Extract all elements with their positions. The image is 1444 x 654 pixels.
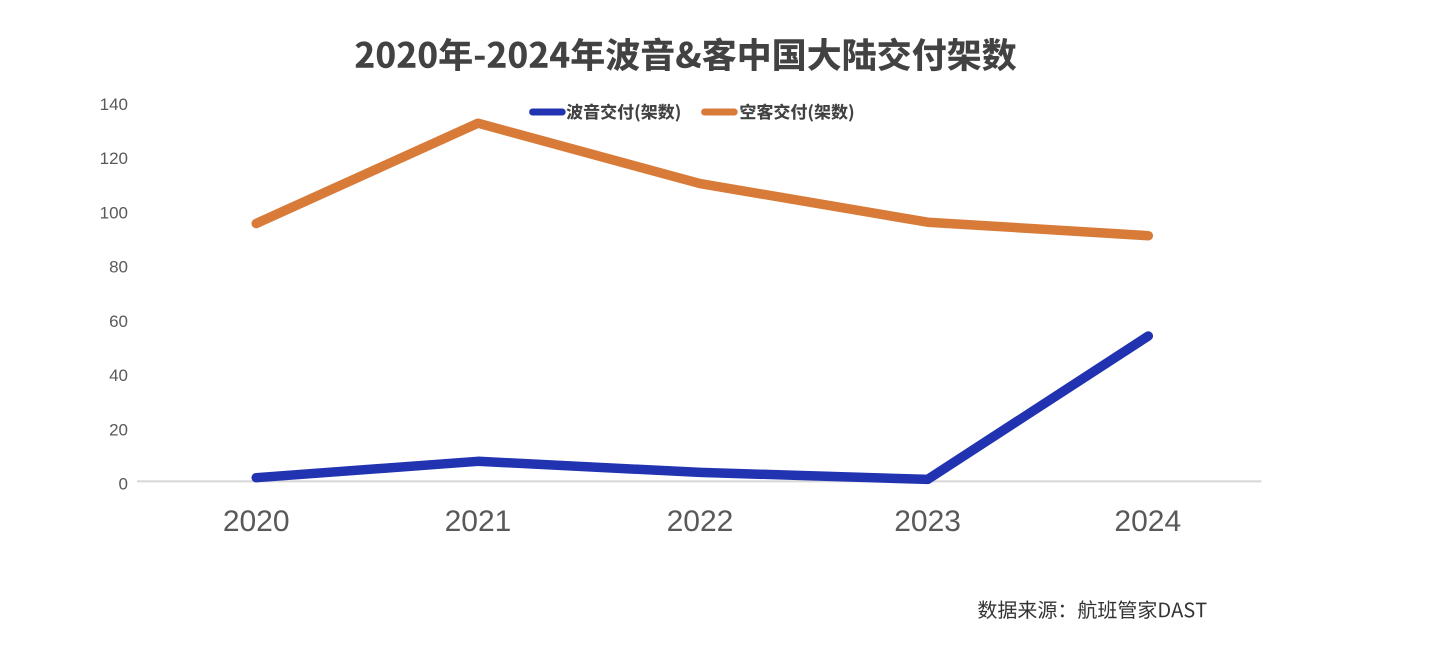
svg-text:2023: 2023	[894, 505, 961, 538]
svg-text:120: 120	[100, 149, 128, 168]
svg-text:2021: 2021	[445, 505, 512, 538]
svg-text:140: 140	[100, 95, 128, 114]
svg-text:2020: 2020	[223, 505, 290, 538]
svg-text:2024: 2024	[1114, 505, 1181, 538]
svg-text:60: 60	[109, 312, 128, 331]
svg-text:80: 80	[109, 258, 128, 277]
svg-text:0: 0	[119, 475, 128, 494]
svg-text:40: 40	[109, 366, 128, 385]
svg-text:20: 20	[109, 420, 128, 439]
svg-text:2022: 2022	[667, 505, 734, 538]
svg-text:100: 100	[100, 203, 128, 222]
